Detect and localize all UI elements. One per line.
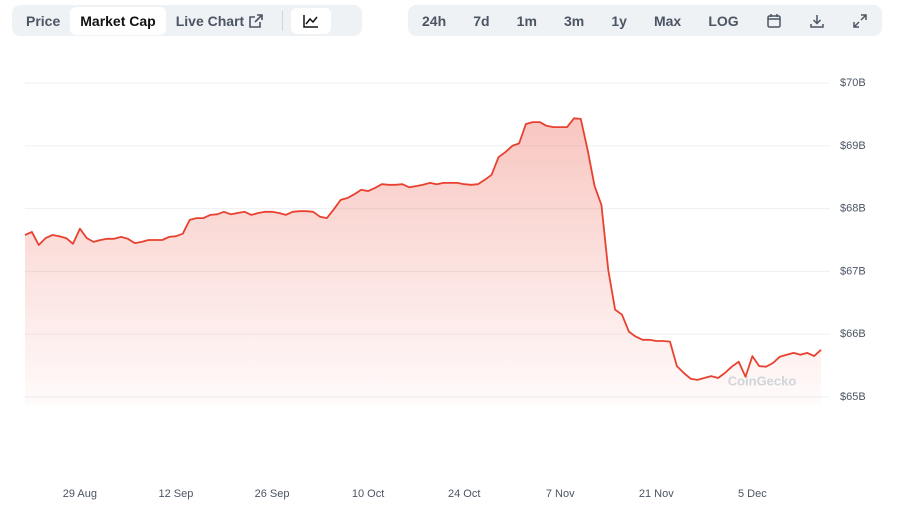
download-button[interactable] — [799, 7, 835, 35]
watermark: CoinGecko — [728, 373, 797, 388]
range-button[interactable]: 1m — [516, 12, 537, 29]
x-tick-label: 26 Sep — [255, 488, 290, 500]
calendar-button[interactable] — [756, 7, 792, 35]
divider — [282, 10, 284, 31]
download-icon — [810, 14, 824, 28]
x-tick-label: 24 Oct — [448, 488, 480, 500]
x-tick-label: 10 Oct — [352, 488, 384, 500]
range-button[interactable]: 3m — [563, 12, 585, 29]
y-tick-label: $66B — [840, 328, 866, 340]
chart-type-button[interactable] — [291, 7, 332, 34]
expand-button[interactable] — [842, 7, 878, 35]
tab[interactable]: Price — [26, 12, 61, 29]
range-group: 24h 7d 1m 3m 1y Max LOG — [408, 5, 882, 36]
x-tick-label: 5 Dec — [738, 488, 767, 500]
range-button[interactable]: Max — [653, 12, 682, 29]
range-button[interactable]: 7d — [473, 12, 490, 29]
x-tick-label: 29 Aug — [63, 488, 97, 500]
line — [24, 117, 822, 381]
tab[interactable]: Live Chart — [166, 7, 274, 35]
x-tick-label: 12 Sep — [159, 488, 194, 500]
calendar-icon — [767, 13, 781, 28]
tab-group: Price Market Cap Live Chart — [12, 5, 362, 36]
area — [25, 118, 821, 406]
tab-label: Live Chart — [175, 12, 245, 29]
range-button[interactable]: LOG — [708, 12, 739, 29]
y-tick-label: $68B — [840, 203, 866, 215]
y-tick-label: $70B — [840, 77, 866, 89]
range-button[interactable]: 1y — [611, 12, 627, 29]
tab[interactable]: Market Cap — [70, 6, 166, 35]
y-tick-label: $69B — [840, 140, 866, 152]
x-tick-label: 21 Nov — [639, 488, 674, 500]
external-icon — [249, 13, 263, 28]
expand-icon — [853, 13, 867, 28]
x-tick-label: 7 Nov — [546, 488, 575, 500]
y-tick-label: $67B — [840, 265, 866, 277]
line-icon — [303, 14, 319, 28]
range-button[interactable]: 24h — [422, 12, 447, 29]
y-tick-label: $65B — [840, 391, 866, 403]
